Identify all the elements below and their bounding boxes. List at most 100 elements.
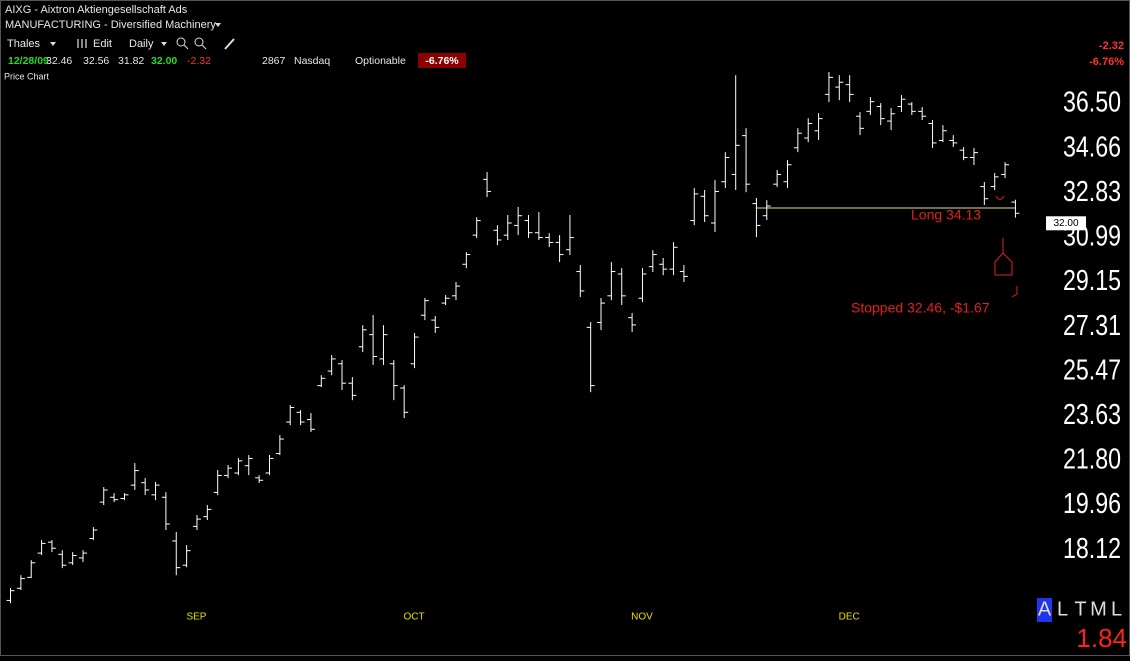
period-button[interactable]: L [1111,598,1122,620]
y-tick-label: 25.47 [1063,353,1121,386]
quote-close: 32.00 [151,55,177,67]
footer-value: 1.84 [1076,623,1127,653]
ohlc-bar [6,588,15,604]
quote-open: 32.46 [46,55,72,67]
plot: 18.1219.9621.8023.6325.4727.3129.1530.99… [6,72,1121,623]
ohlc-bar [659,257,668,276]
ohlc-bar [514,206,523,236]
ohlc-bar [887,107,896,131]
quote-low: 31.82 [118,55,144,67]
ohlc-bar [969,148,978,165]
ohlc-bar [369,314,378,365]
ohlc-bar [669,242,678,276]
annotation: Stopped 32.46, -$1.67 [851,300,990,316]
ohlc-bar [296,410,305,426]
ohlc-bar [638,268,647,303]
edit-icon[interactable] [77,39,87,48]
ohlc-bar [151,481,160,501]
y-tick-label: 32.83 [1063,174,1121,207]
ohlc-bar [379,325,388,365]
ohlc-bar [99,487,108,506]
ohlc-bar [420,298,429,321]
active-button[interactable] [1037,598,1052,622]
ohlc-bar [389,360,398,401]
ohlc-bar [441,295,450,306]
sector[interactable]: MANUFACTURING - Diversified Machinery [5,19,216,31]
ohlc-bar [897,95,906,113]
draw-tool[interactable] [224,38,235,50]
ohlc-bar [244,455,253,476]
ohlc-bar [721,152,730,189]
ohlc-bar [804,118,813,143]
period-button[interactable]: L [1057,598,1068,620]
dropdown-arrow[interactable] [161,42,167,46]
dropdown-arrow[interactable] [215,23,221,27]
stop-marker [994,195,1018,298]
ohlc-bar [524,214,533,239]
ohlc-bar [628,313,637,332]
x-tick-label: DEC [839,612,860,623]
ohlc-bar [731,75,740,190]
ohlc-bar [120,493,129,501]
toolbar-layout[interactable]: Thales [7,38,41,50]
ohlc-bar [783,160,792,189]
ohlc-bar [68,552,77,565]
ohlc-bar [503,214,512,240]
ohlc-bar [565,214,574,256]
quote-change: -2.32 [187,55,211,67]
ohlc-bar [534,212,543,240]
ohlc-bar [431,315,440,333]
ohlc-bar [317,375,326,388]
ohlc-bar [493,225,502,246]
dropdown-arrow[interactable] [50,42,56,46]
y-tick-label: 23.63 [1063,398,1121,431]
ohlc-bar [483,172,492,198]
ohlc-bar [710,180,719,232]
ohlc-bar [255,475,264,483]
ohlc-bar [130,463,139,490]
ohlc-bar [306,413,315,432]
x-tick-label: NOV [631,612,653,623]
ohlc-bar [37,539,46,556]
zoom-out[interactable] [194,37,207,50]
y-tick-label: 21.80 [1063,442,1121,475]
ohlc-bar [451,281,460,301]
ohlc-bar [555,235,564,263]
ohlc-bar [907,102,916,115]
ohlc-bar [410,332,419,369]
toolbar-period[interactable]: Daily [129,38,154,50]
ohlc-bar [1001,162,1010,179]
ohlc-bar [400,385,409,419]
ohlc-bar [980,181,989,206]
ohlc-bar [866,97,875,115]
ohlc-bar [286,405,295,426]
ohlc-bar [845,75,854,103]
period-button[interactable]: A [1038,598,1052,620]
zoom-in[interactable] [176,37,189,50]
ohlc-bar [597,298,606,331]
annotation: Long 34.13 [911,207,981,223]
ohlc-bar [814,113,823,140]
ohlc-bar [358,325,367,353]
quote-date: 12/28/09 [8,55,49,67]
y-tick-label: 18.12 [1063,531,1121,564]
ohlc-bar [959,147,968,161]
ohlc-bar [203,505,212,521]
pct-badge [418,53,466,68]
period-button[interactable]: M [1090,598,1107,620]
ohlc-bar [224,464,233,479]
ohlc-bar [213,470,222,496]
price-tag: 32.00 [1053,218,1078,229]
ohlc-bar [27,560,36,579]
y-tick-label: 36.50 [1063,85,1121,118]
toolbar-edit[interactable]: Edit [93,38,112,50]
x-tick-label: SEP [186,612,206,623]
ohlc-bar [752,198,761,238]
y-tick-label: 29.15 [1063,264,1121,297]
pane-title: Price Chart [4,71,50,81]
ohlc-bar [949,135,958,148]
ohlc-bar [182,545,191,568]
period-button[interactable]: T [1074,598,1086,620]
ohlc-bar [327,355,336,376]
